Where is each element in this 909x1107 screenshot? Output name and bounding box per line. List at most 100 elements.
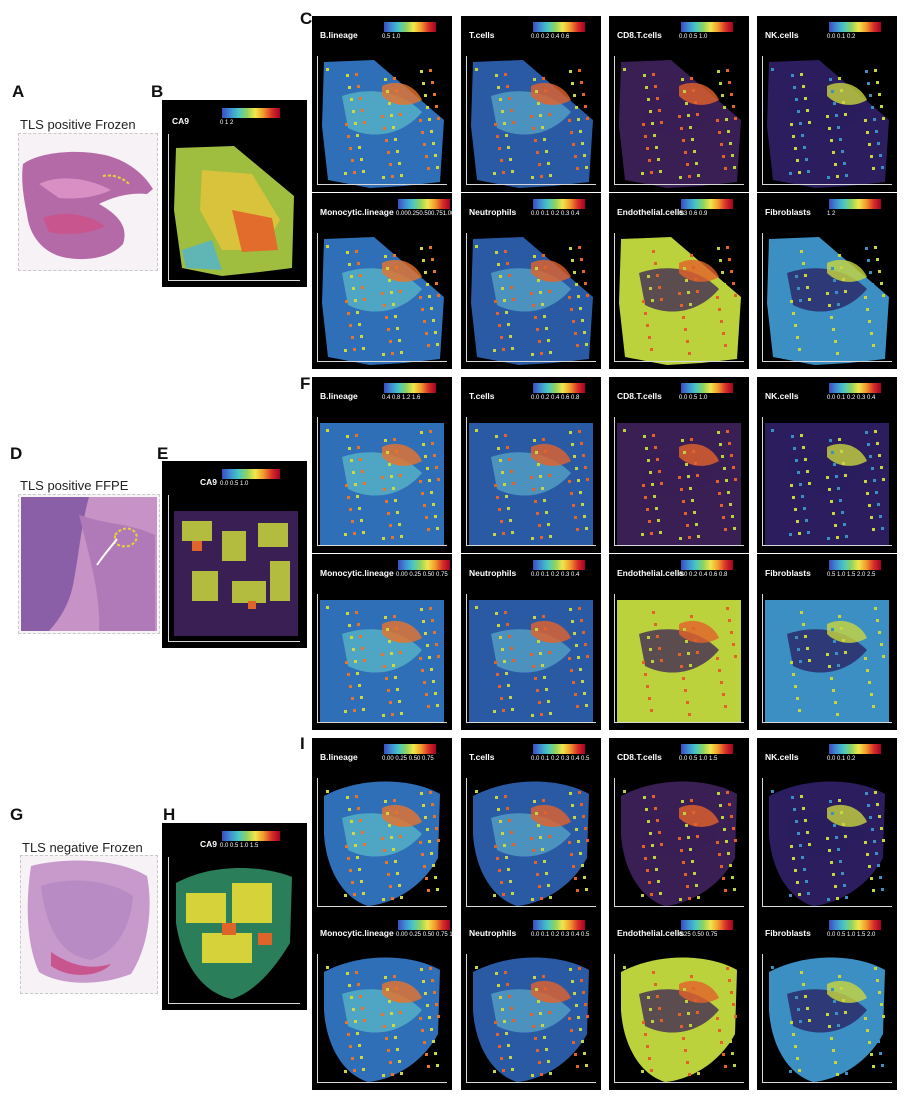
- panel-fibroblasts: Fibroblasts 1 2: [757, 193, 897, 369]
- panel-cd8-t-cells: CD8.T.cells 0.0 0.5 1.0: [609, 377, 749, 553]
- axis-y: [614, 417, 615, 545]
- panel-letter-b: B: [151, 82, 164, 101]
- panel-title: B.lineage: [320, 30, 358, 40]
- axis-x: [466, 1082, 596, 1083]
- ca9-colorbar-2: [222, 469, 280, 479]
- colorbar: [681, 744, 733, 754]
- colorbar: [829, 560, 881, 570]
- panel-neutrophils: Neutrophils 0.0 0.1 0.2 0.3 0.4 0.5: [461, 914, 601, 1090]
- panel-letter-c: C: [300, 9, 313, 28]
- spatial-map: [471, 237, 593, 365]
- axis-x: [762, 1082, 892, 1083]
- panel-title: Monocytic.lineage: [320, 207, 394, 217]
- panel-nk-cells: NK.cells 0.0 0.1 0.2 0.3 0.4: [757, 377, 897, 553]
- panel-title: Fibroblasts: [765, 568, 811, 578]
- ca9-panel-1: CA9 0 1 2: [162, 100, 307, 287]
- spatial-map: [324, 957, 440, 1082]
- panel-title: NK.cells: [765, 30, 799, 40]
- panel-letter-f: F: [300, 374, 311, 393]
- spatial-map: [473, 781, 589, 906]
- axis-y: [317, 233, 318, 361]
- panel-letter-h: H: [163, 805, 176, 824]
- axis-y: [614, 594, 615, 722]
- panel-b-lineage: B.lineage 0.00 0.25 0.50 0.75: [312, 738, 452, 914]
- spatial-map: [469, 423, 593, 545]
- axis-x: [762, 545, 892, 546]
- panel-t-cells: T.cells 0.0 0.2 0.4 0.6 0.8: [461, 377, 601, 553]
- colorbar: [829, 744, 881, 754]
- spatial-map: [765, 423, 889, 545]
- spatial-map: [621, 781, 737, 906]
- axis-y: [762, 417, 763, 545]
- axis-x: [762, 361, 892, 362]
- panel-title: NK.cells: [765, 752, 799, 762]
- spatial-map: [322, 237, 444, 365]
- colorbar-ticks: 0.0 0.1 0.2 0.3 0.4 0.5: [531, 932, 590, 938]
- ca9-title-1: CA9: [172, 116, 190, 126]
- he-caption-1: TLS positive Frozen: [20, 117, 136, 132]
- colorbar-ticks: 0.0 0.1 0.2: [827, 756, 856, 762]
- colorbar-ticks: 0.0 0.5 1.0 1.5: [679, 756, 718, 762]
- axis-y: [317, 954, 318, 1082]
- spatial-map: [324, 781, 440, 906]
- colorbar-ticks: 0.4 0.8 1.2 1.6: [382, 395, 421, 401]
- panel-nk-cells: NK.cells 0.0 0.1 0.2: [757, 16, 897, 192]
- colorbar-ticks: 0.0 0.1 0.2 0.3 0.4: [531, 572, 580, 578]
- panel-endothelial-cells: Endothelial.cells 0.3 0.6 0.9: [609, 193, 749, 369]
- panel-fibroblasts: Fibroblasts 0.5 1.0 1.5 2.0 2.5: [757, 554, 897, 730]
- ca9-title-3: CA9: [200, 839, 218, 849]
- axis-y: [168, 495, 169, 641]
- panel-monocytic-lineage: Monocytic.lineage0.000.250.500.751.001.2…: [312, 193, 452, 369]
- panel-title: Neutrophils: [469, 928, 517, 938]
- panel-t-cells: T.cells 0.0 0.2 0.4 0.6: [461, 16, 601, 192]
- spatial-map: [769, 781, 885, 906]
- spatial-map: [767, 60, 889, 188]
- axis-x: [317, 361, 447, 362]
- colorbar-ticks: 0.0 0.1 0.2 0.3 0.4: [531, 211, 580, 217]
- ca9-panel-3: CA9 0.0 0.5 1.0 1.5: [162, 823, 307, 1010]
- he-image-2: [18, 494, 160, 634]
- panel-neutrophils: Neutrophils 0.0 0.1 0.2 0.3 0.4: [461, 193, 601, 369]
- colorbar-ticks: 0.3 0.6 0.9: [679, 211, 708, 217]
- panel-b-lineage: B.lineage 0.5 1.0: [312, 16, 452, 192]
- panel-title: CD8.T.cells: [617, 391, 662, 401]
- panel-title: T.cells: [469, 30, 495, 40]
- axis-y: [466, 954, 467, 1082]
- colorbar-ticks: 0.25 0.50 0.75: [679, 932, 718, 938]
- colorbar-ticks: 0.00 0.25 0.50 0.75: [396, 572, 448, 578]
- panel-cd8-t-cells: CD8.T.cells 0.0 0.5 1.0: [609, 16, 749, 192]
- panel-title: B.lineage: [320, 391, 358, 401]
- axis-x: [762, 722, 892, 723]
- axis-y: [614, 954, 615, 1082]
- colorbar: [533, 560, 585, 570]
- spatial-map: [471, 60, 593, 188]
- axis-x: [168, 280, 300, 281]
- he-caption-3: TLS negative Frozen: [22, 840, 143, 855]
- axis-x: [168, 1003, 300, 1004]
- colorbar: [533, 744, 585, 754]
- ca9-title-2: CA9: [200, 477, 218, 487]
- panel-letter-i: I: [300, 734, 305, 753]
- colorbar: [829, 22, 881, 32]
- colorbar-ticks: 0.00 0.25 0.50 0.75 1.00: [396, 932, 452, 938]
- axis-y: [317, 594, 318, 722]
- colorbar: [829, 920, 881, 930]
- axis-x: [466, 722, 596, 723]
- panel-title: T.cells: [469, 752, 495, 762]
- panel-title: NK.cells: [765, 391, 799, 401]
- colorbar-ticks: 0.0 0.1 0.2: [827, 34, 856, 40]
- spatial-map: [765, 600, 889, 722]
- panel-fibroblasts: Fibroblasts 0.0 0.5 1.0 1.5 2.0: [757, 914, 897, 1090]
- axis-x: [614, 1082, 744, 1083]
- colorbar-ticks: 0.000.250.500.751.001.25: [396, 211, 452, 217]
- panel-b-lineage: B.lineage 0.4 0.8 1.2 1.6: [312, 377, 452, 553]
- colorbar: [384, 744, 436, 754]
- panel-title: T.cells: [469, 391, 495, 401]
- panel-letter-g: G: [10, 805, 24, 824]
- spatial-map: [617, 423, 741, 545]
- axis-x: [317, 184, 447, 185]
- panel-title: Fibroblasts: [765, 207, 811, 217]
- spatial-map: [322, 60, 444, 188]
- axis-x: [317, 545, 447, 546]
- panel-neutrophils: Neutrophils 0.0 0.1 0.2 0.3 0.4: [461, 554, 601, 730]
